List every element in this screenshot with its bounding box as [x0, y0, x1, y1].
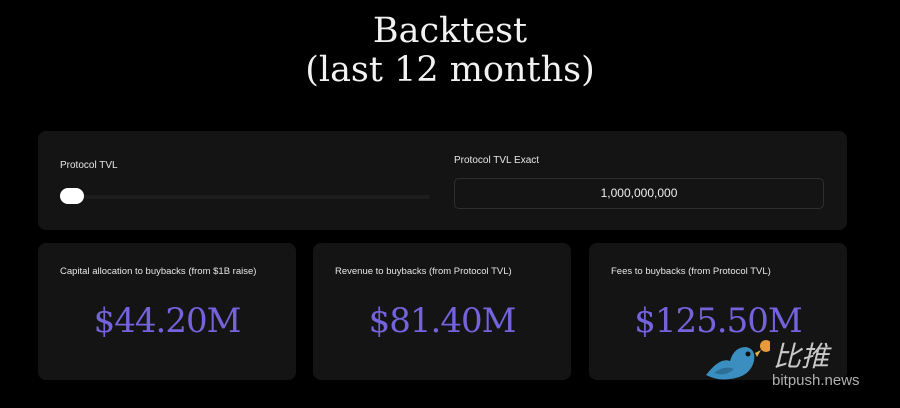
card-label: Capital allocation to buybacks (from $1B…	[60, 266, 257, 277]
card-value: $81.40M	[368, 301, 517, 341]
watermark-cn: 比推	[773, 341, 830, 372]
title-line-1: Backtest	[372, 11, 528, 51]
revenue-card: Revenue to buybacks (from Protocol TVL) …	[313, 243, 571, 380]
title-line-2: (last 12 months)	[305, 50, 595, 90]
protocol-tvl-exact-label: Protocol TVL Exact	[454, 155, 540, 166]
bird-logo-icon	[706, 340, 770, 380]
capital-allocation-card: Capital allocation to buybacks (from $1B…	[38, 243, 296, 380]
tvl-controls-panel: Protocol TVL Protocol TVL Exact 1,000,00…	[38, 131, 847, 230]
watermark-en: bitpush.news	[772, 372, 860, 389]
card-value: $44.20M	[93, 301, 242, 341]
protocol-tvl-slider-thumb[interactable]	[60, 188, 84, 204]
protocol-tvl-exact-input[interactable]: 1,000,000,000	[454, 178, 824, 209]
fees-card: Fees to buybacks (from Protocol TVL) $12…	[589, 243, 847, 380]
bitpush-watermark: 比推 bitpush.news	[700, 335, 890, 395]
page-title: Backtest (last 12 months)	[0, 12, 900, 90]
protocol-tvl-slider-track[interactable]	[60, 195, 430, 199]
protocol-tvl-label: Protocol TVL	[60, 160, 118, 171]
card-label: Revenue to buybacks (from Protocol TVL)	[335, 266, 512, 277]
card-value: $125.50M	[634, 301, 802, 341]
card-label: Fees to buybacks (from Protocol TVL)	[611, 266, 771, 277]
